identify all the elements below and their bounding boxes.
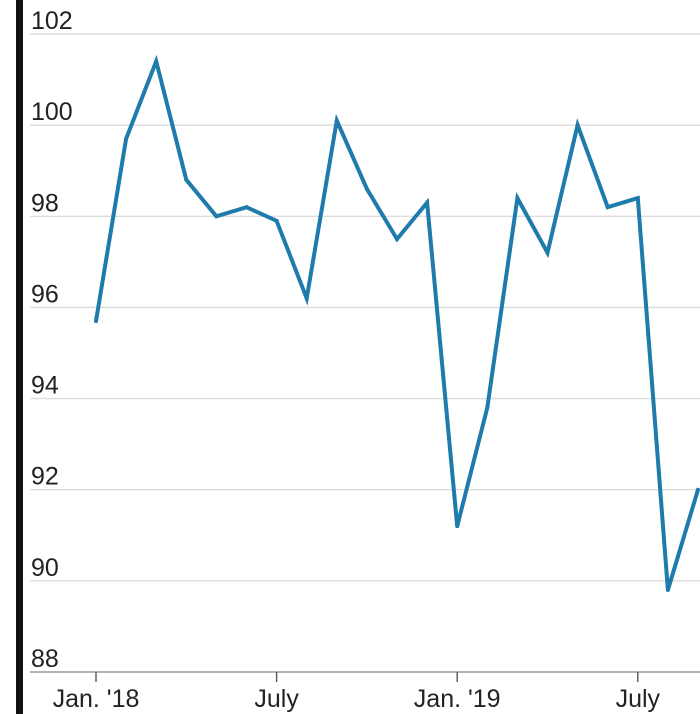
data-point (214, 214, 219, 219)
y-tick-label: 98 (31, 189, 59, 217)
data-point (545, 250, 550, 255)
data-point (364, 186, 369, 191)
data-point (605, 205, 610, 210)
y-tick-labels: 88 90 92 94 96 98 100 102 (31, 7, 73, 673)
data-point (575, 123, 580, 128)
x-tick-label: Jan. '18 (53, 685, 140, 713)
data-point (665, 587, 670, 592)
data-point (485, 405, 490, 410)
series-line (94, 54, 700, 591)
data-point (124, 136, 129, 141)
data-point (184, 177, 189, 182)
data-point (696, 487, 700, 492)
y-tick-label: 90 (31, 554, 59, 582)
y-tick-label: 92 (31, 463, 59, 491)
y-tick-label: 96 (31, 280, 59, 308)
grid-lines (30, 33, 700, 673)
series-layer (94, 54, 700, 592)
frame-edge-bar (16, 0, 23, 714)
data-point (94, 319, 98, 324)
data-point (274, 218, 279, 223)
y-tick-label: 88 (31, 645, 59, 673)
data-point (334, 118, 339, 123)
data-point (455, 524, 460, 529)
data-point (515, 196, 520, 201)
data-point (635, 196, 640, 201)
y-tick-label: 94 (31, 372, 59, 400)
x-tick-labels: Jan. '18 July Jan. '19 July (53, 672, 661, 713)
data-point (304, 296, 309, 301)
x-tick-label: July (616, 685, 661, 713)
data-point (154, 59, 159, 64)
data-point (395, 237, 399, 242)
data-point (425, 200, 430, 205)
y-tick-label: 102 (31, 7, 73, 35)
x-tick-label: July (254, 685, 299, 713)
data-point (244, 205, 249, 210)
y-tick-label: 100 (31, 98, 73, 126)
x-tick-label: Jan. '19 (414, 685, 501, 713)
